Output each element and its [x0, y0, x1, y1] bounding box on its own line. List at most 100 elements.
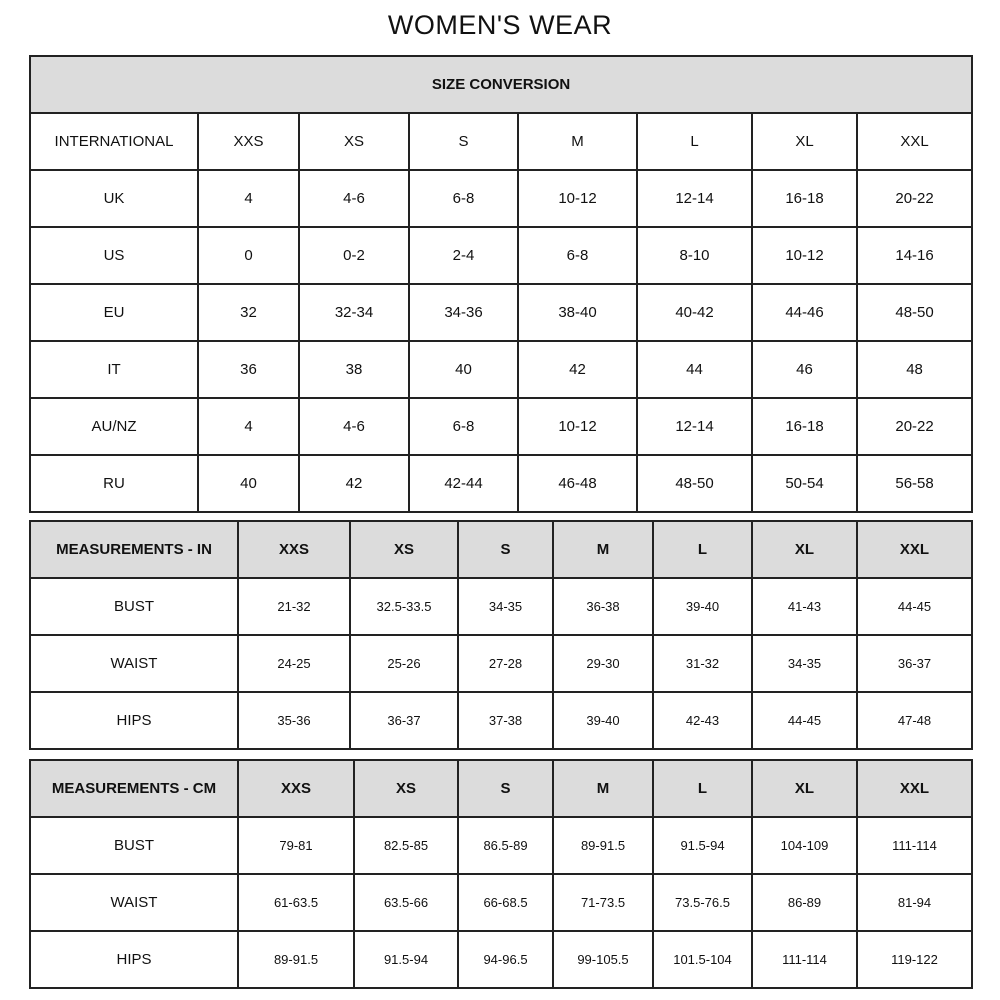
table-cell: 0-2 [298, 226, 410, 285]
column-header: XL [751, 520, 858, 579]
header-row: MEASUREMENTS - IN XXS XS S M L XL XXL [29, 520, 973, 579]
measurements-in-table: MEASUREMENTS - IN XXS XS S M L XL XXL BUST 21-32 3… [29, 520, 973, 750]
table-cell: 41-43 [751, 577, 858, 636]
table-cell: 48-50 [855, 283, 974, 342]
measurements-cm-table: MEASUREMENTS - CM XXS XS S M L XL XXL BUST 79-81 8… [29, 759, 973, 989]
header-label: MEASUREMENTS - CM [29, 759, 239, 818]
table-row: BUST 21-32 32.5-33.5 34-35 36-38 39-40 41-43 44… [29, 577, 973, 636]
table-cell: 4-6 [298, 397, 410, 456]
header-label: MEASUREMENTS - IN [29, 520, 239, 579]
row-label: US [29, 226, 199, 285]
table-row: UK 4 4-6 6-8 10-12 12-14 16-18 20-22 [29, 169, 974, 228]
header-label: INTERNATIONAL [29, 112, 199, 171]
table-cell: 48-50 [636, 454, 753, 513]
table-cell: 40-42 [636, 283, 753, 342]
table-row: AU/NZ 4 4-6 6-8 10-12 12-14 16-18 20-22 [29, 397, 974, 456]
table-cell: 21-32 [237, 577, 351, 636]
column-header: XS [353, 759, 459, 818]
table-row: IT 36 38 40 42 44 46 48 [29, 340, 974, 399]
table-cell: 44-45 [856, 577, 973, 636]
table-cell: 0 [197, 226, 300, 285]
size-conversion-table: SIZE CONVERSION INTERNATIONAL XXS XS S M L XL X… [28, 55, 974, 513]
row-label: WAIST [29, 873, 239, 932]
table-row: BUST 79-81 82.5-85 86.5-89 89-91.5 91.5-94 104… [29, 816, 973, 875]
table-cell: 31-32 [652, 634, 753, 693]
table-cell: 27-28 [457, 634, 554, 693]
row-label: AU/NZ [29, 397, 199, 456]
column-header: M [517, 112, 638, 171]
table-cell: 38-40 [517, 283, 638, 342]
table-cell: 36 [197, 340, 300, 399]
table-cell: 61-63.5 [237, 873, 355, 932]
table-cell: 40 [197, 454, 300, 513]
column-header: L [636, 112, 753, 171]
table-cell: 99-105.5 [552, 930, 654, 989]
table-cell: 111-114 [751, 930, 858, 989]
table-title: SIZE CONVERSION [28, 55, 974, 114]
column-header: L [652, 759, 753, 818]
table-cell: 89-91.5 [237, 930, 355, 989]
table-cell: 29-30 [552, 634, 654, 693]
row-label: HIPS [29, 930, 239, 989]
column-header: S [457, 520, 554, 579]
table-cell: 34-36 [408, 283, 519, 342]
table-cell: 36-37 [349, 691, 459, 750]
column-header: S [457, 759, 554, 818]
table-cell: 6-8 [408, 169, 519, 228]
table-cell: 104-109 [751, 816, 858, 875]
table-cell: 36-38 [552, 577, 654, 636]
table-row: US 0 0-2 2-4 6-8 8-10 10-12 14-16 [29, 226, 974, 285]
table-cell: 36-37 [856, 634, 973, 693]
table-cell: 24-25 [237, 634, 351, 693]
table-cell: 46-48 [517, 454, 638, 513]
table-cell: 32-34 [298, 283, 410, 342]
row-label: RU [29, 454, 199, 513]
table-cell: 39-40 [552, 691, 654, 750]
table-cell: 10-12 [517, 169, 638, 228]
table-cell: 44-45 [751, 691, 858, 750]
column-header: XXS [237, 520, 351, 579]
table-cell: 32.5-33.5 [349, 577, 459, 636]
table-cell: 91.5-94 [652, 816, 753, 875]
table-cell: 42-43 [652, 691, 753, 750]
table-cell: 91.5-94 [353, 930, 459, 989]
table-cell: 2-4 [408, 226, 519, 285]
table-cell: 94-96.5 [457, 930, 554, 989]
table-cell: 119-122 [856, 930, 973, 989]
table-cell: 42 [298, 454, 410, 513]
header-row: INTERNATIONAL XXS XS S M L XL XXL [29, 112, 974, 171]
table-cell: 12-14 [636, 169, 753, 228]
table-cell: 16-18 [751, 397, 858, 456]
table-cell: 48 [855, 340, 974, 399]
table-cell: 86-89 [751, 873, 858, 932]
table-cell: 37-38 [457, 691, 554, 750]
table-row: RU 40 42 42-44 46-48 48-50 50-54 56-58 [29, 454, 974, 513]
table-cell: 44 [636, 340, 753, 399]
table-cell: 8-10 [636, 226, 753, 285]
row-label: WAIST [29, 634, 239, 693]
row-label: BUST [29, 577, 239, 636]
table-cell: 34-35 [751, 634, 858, 693]
column-header: XXL [855, 112, 974, 171]
table-cell: 66-68.5 [457, 873, 554, 932]
table-cell: 40 [408, 340, 519, 399]
table-cell: 16-18 [751, 169, 858, 228]
column-header: M [552, 520, 654, 579]
table-cell: 12-14 [636, 397, 753, 456]
table-row: EU 32 32-34 34-36 38-40 40-42 44-46 48-50 [29, 283, 974, 342]
row-label: UK [29, 169, 199, 228]
table-cell: 4-6 [298, 169, 410, 228]
table-cell: 4 [197, 169, 300, 228]
table-cell: 42-44 [408, 454, 519, 513]
table-cell: 34-35 [457, 577, 554, 636]
column-header: XL [751, 759, 858, 818]
table-cell: 6-8 [517, 226, 638, 285]
table-cell: 63.5-66 [353, 873, 459, 932]
table-cell: 86.5-89 [457, 816, 554, 875]
table-cell: 14-16 [855, 226, 974, 285]
table-cell: 20-22 [855, 397, 974, 456]
row-label: HIPS [29, 691, 239, 750]
table-cell: 44-46 [751, 283, 858, 342]
table-cell: 46 [751, 340, 858, 399]
table-cell: 42 [517, 340, 638, 399]
